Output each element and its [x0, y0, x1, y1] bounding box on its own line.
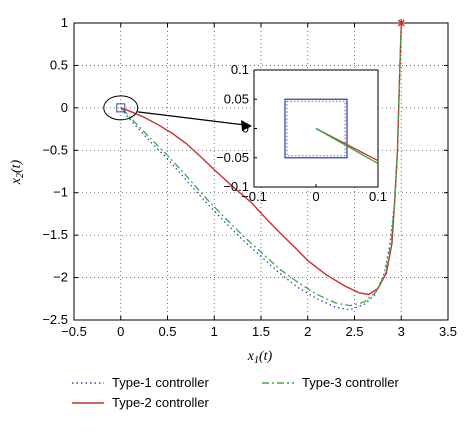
x-tick-label: −0.5 — [61, 324, 87, 339]
x-axis-label: x1(t) — [247, 349, 273, 366]
inset-blue-box-inner — [286, 100, 346, 157]
y-axis-label: x2(t) — [9, 159, 26, 185]
inset-x-tick-label: 0 — [312, 189, 319, 204]
x-tick-label: 1 — [211, 324, 218, 339]
x-tick-label: 0.5 — [158, 324, 176, 339]
zoom-region-box — [116, 103, 126, 113]
main-ticks: −0.5 0 0.5 1 1.5 2 2.5 3 3.5 1 0.5 0 −0.5 −1 −1.5 −2 −2.… — [42, 15, 457, 339]
y-tick-label: −2 — [53, 270, 68, 285]
legend: Type-1 controller Type-2 controller Type-3… — [72, 375, 399, 410]
y-tick-label: 0 — [61, 100, 68, 115]
zoom-arrow-head — [241, 120, 252, 131]
zoom-arrow-line — [137, 111, 246, 126]
main-series — [120, 22, 402, 311]
y-tick-label: 1 — [61, 15, 68, 30]
initial-point-stroke — [397, 19, 405, 27]
initial-point-marker — [397, 19, 406, 27]
zoom-callout — [103, 95, 252, 131]
x-tick-label: 0 — [117, 324, 124, 339]
y-tick-label: −1 — [53, 185, 68, 200]
inset-y-tick-label: −0.1 — [223, 179, 249, 194]
legend-label-type-1: Type-1 controller — [112, 375, 209, 390]
y-tick-label: 0.5 — [50, 57, 68, 72]
inset-x-tick-label: −0.1 — [241, 189, 267, 204]
inset-y-tick-label: −0.05 — [216, 150, 249, 165]
y-tick-label: −1.5 — [42, 227, 68, 242]
inset-x-tick-label: 0.1 — [369, 189, 387, 204]
x-tick-label: 3.5 — [439, 324, 457, 339]
inset-y-tick-label: 0.1 — [231, 62, 249, 77]
series-line-type-2 — [120, 22, 402, 296]
inset-y-tick-label: 0 — [242, 121, 249, 136]
x-tick-label: 2 — [304, 324, 311, 339]
x-tick-label: 3 — [398, 324, 405, 339]
zoom-ellipse — [103, 95, 139, 121]
legend-label-type-3: Type-3 controller — [302, 375, 399, 390]
series-line-type-1 — [120, 22, 402, 311]
y-tick-label: −0.5 — [42, 142, 68, 157]
inset-blue-box — [284, 98, 348, 159]
x-tick-label: 1.5 — [252, 324, 270, 339]
series-line-type-3 — [120, 22, 402, 307]
inset-y-tick-label: 0.05 — [224, 91, 249, 106]
legend-label-type-2: Type-2 controller — [112, 395, 209, 410]
y-tick-label: −2.5 — [42, 312, 68, 327]
x-tick-label: 2.5 — [345, 324, 363, 339]
inset-trajectory-2 — [315, 127, 379, 165]
inset-plot: −0.1 0 0.1 0.1 0.05 0 −0.05 −0.1 — [216, 62, 387, 204]
